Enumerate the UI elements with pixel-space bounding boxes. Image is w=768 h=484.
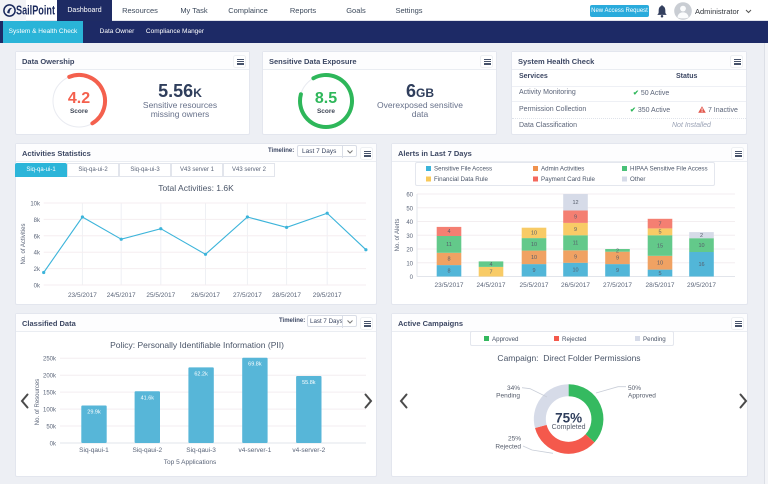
svg-text:55.8k: 55.8k (302, 380, 316, 386)
svg-text:9: 9 (616, 268, 619, 274)
svg-text:Other: Other (630, 176, 645, 183)
svg-text:Financial Data Rule: Financial Data Rule (434, 176, 489, 183)
svg-text:9: 9 (574, 255, 577, 261)
svg-text:v4-server-2: v4-server-2 (292, 447, 325, 454)
svg-text:9: 9 (574, 227, 577, 233)
svg-text:4: 4 (489, 262, 492, 268)
svg-text:Admin Activities: Admin Activities (541, 166, 584, 173)
svg-text:250k: 250k (43, 357, 57, 363)
svg-text:20: 20 (406, 248, 413, 254)
svg-text:10: 10 (531, 255, 537, 261)
svg-text:Pending: Pending (496, 393, 520, 400)
svg-text:12: 12 (572, 200, 578, 206)
svg-text:10: 10 (406, 261, 413, 267)
svg-text:40: 40 (406, 220, 413, 226)
svg-text:Sensitive File Access: Sensitive File Access (434, 166, 492, 173)
svg-text:50k: 50k (46, 425, 57, 431)
svg-text:16: 16 (698, 262, 704, 268)
svg-text:23/5/2017: 23/5/2017 (435, 282, 464, 289)
svg-text:25%: 25% (508, 436, 521, 443)
svg-text:28/5/2017: 28/5/2017 (272, 292, 301, 299)
svg-text:10: 10 (531, 242, 537, 248)
svg-text:25/5/2017: 25/5/2017 (146, 292, 175, 299)
svg-text:10: 10 (531, 231, 537, 237)
svg-text:27/5/2017: 27/5/2017 (233, 292, 262, 299)
svg-text:SailPoint: SailPoint (16, 4, 56, 18)
svg-text:50: 50 (406, 206, 413, 212)
svg-text:0: 0 (410, 275, 414, 281)
svg-text:62.2k: 62.2k (194, 371, 208, 377)
svg-text:10: 10 (657, 261, 663, 267)
svg-text:28/5/2017: 28/5/2017 (646, 282, 675, 289)
svg-text:29/5/2017: 29/5/2017 (313, 292, 342, 299)
svg-text:30: 30 (406, 234, 413, 240)
svg-text:5: 5 (658, 230, 661, 236)
svg-text:2: 2 (700, 233, 703, 239)
svg-text:8: 8 (447, 269, 450, 275)
svg-text:11: 11 (446, 242, 452, 248)
svg-text:9: 9 (574, 215, 577, 221)
svg-text:Approved: Approved (628, 393, 656, 400)
svg-text:Rejected: Rejected (495, 444, 521, 451)
svg-text:8: 8 (447, 257, 450, 263)
svg-text:9: 9 (616, 256, 619, 262)
svg-text:27/5/2017: 27/5/2017 (603, 282, 632, 289)
svg-text:7: 7 (658, 222, 661, 228)
svg-text:26/5/2017: 26/5/2017 (191, 292, 220, 299)
svg-text:7: 7 (489, 270, 492, 276)
svg-text:24/5/2017: 24/5/2017 (477, 282, 506, 289)
svg-text:Payment Card Rule: Payment Card Rule (541, 176, 596, 183)
svg-text:26/5/2017: 26/5/2017 (561, 282, 590, 289)
svg-text:Siq-qaui-2: Siq-qaui-2 (132, 447, 162, 454)
svg-text:Approved: Approved (492, 336, 519, 343)
svg-text:15: 15 (657, 244, 663, 250)
svg-text:Rejected: Rejected (562, 336, 587, 343)
svg-text:24/5/2017: 24/5/2017 (107, 292, 136, 299)
svg-text:11: 11 (573, 241, 579, 247)
svg-text:0k: 0k (50, 442, 57, 448)
svg-text:2: 2 (616, 249, 619, 255)
svg-text:Siq-qaui-1: Siq-qaui-1 (79, 447, 109, 454)
svg-text:No. of Resources: No. of Resources (35, 379, 41, 425)
svg-text:2k: 2k (34, 267, 41, 273)
svg-text:34%: 34% (507, 385, 520, 392)
svg-text:9: 9 (532, 268, 535, 274)
svg-text:10: 10 (572, 268, 578, 274)
svg-text:6k: 6k (34, 234, 41, 240)
svg-text:10: 10 (698, 243, 704, 249)
svg-text:Pending: Pending (643, 336, 666, 343)
svg-text:No. of Alerts: No. of Alerts (395, 219, 401, 252)
svg-text:75%: 75% (555, 409, 583, 425)
svg-text:HIPAA Sensitive File Access: HIPAA Sensitive File Access (630, 166, 708, 173)
svg-text:50%: 50% (628, 385, 641, 392)
svg-text:69.8k: 69.8k (248, 362, 262, 368)
svg-text:0k: 0k (34, 284, 41, 290)
svg-text:100k: 100k (43, 408, 57, 414)
svg-text:23/5/2017: 23/5/2017 (68, 292, 97, 299)
svg-text:60: 60 (406, 193, 413, 199)
svg-text:150k: 150k (43, 391, 57, 397)
svg-text:10k: 10k (30, 202, 41, 208)
svg-text:41.6k: 41.6k (141, 395, 155, 401)
svg-text:v4-server-1: v4-server-1 (238, 447, 271, 454)
svg-text:29/5/2017: 29/5/2017 (687, 282, 716, 289)
svg-text:8k: 8k (34, 218, 41, 224)
svg-text:5: 5 (658, 271, 661, 277)
svg-text:Completed: Completed (552, 424, 586, 431)
svg-text:No. of Activities: No. of Activities (21, 223, 27, 264)
svg-text:29.9k: 29.9k (87, 410, 101, 416)
svg-text:25/5/2017: 25/5/2017 (520, 282, 549, 289)
svg-text:200k: 200k (43, 374, 57, 380)
svg-text:4: 4 (447, 229, 450, 235)
svg-text:4k: 4k (34, 251, 41, 257)
svg-text:Siq-qaui-3: Siq-qaui-3 (186, 447, 216, 454)
svg-text:Top 5 Applications: Top 5 Applications (164, 459, 217, 466)
